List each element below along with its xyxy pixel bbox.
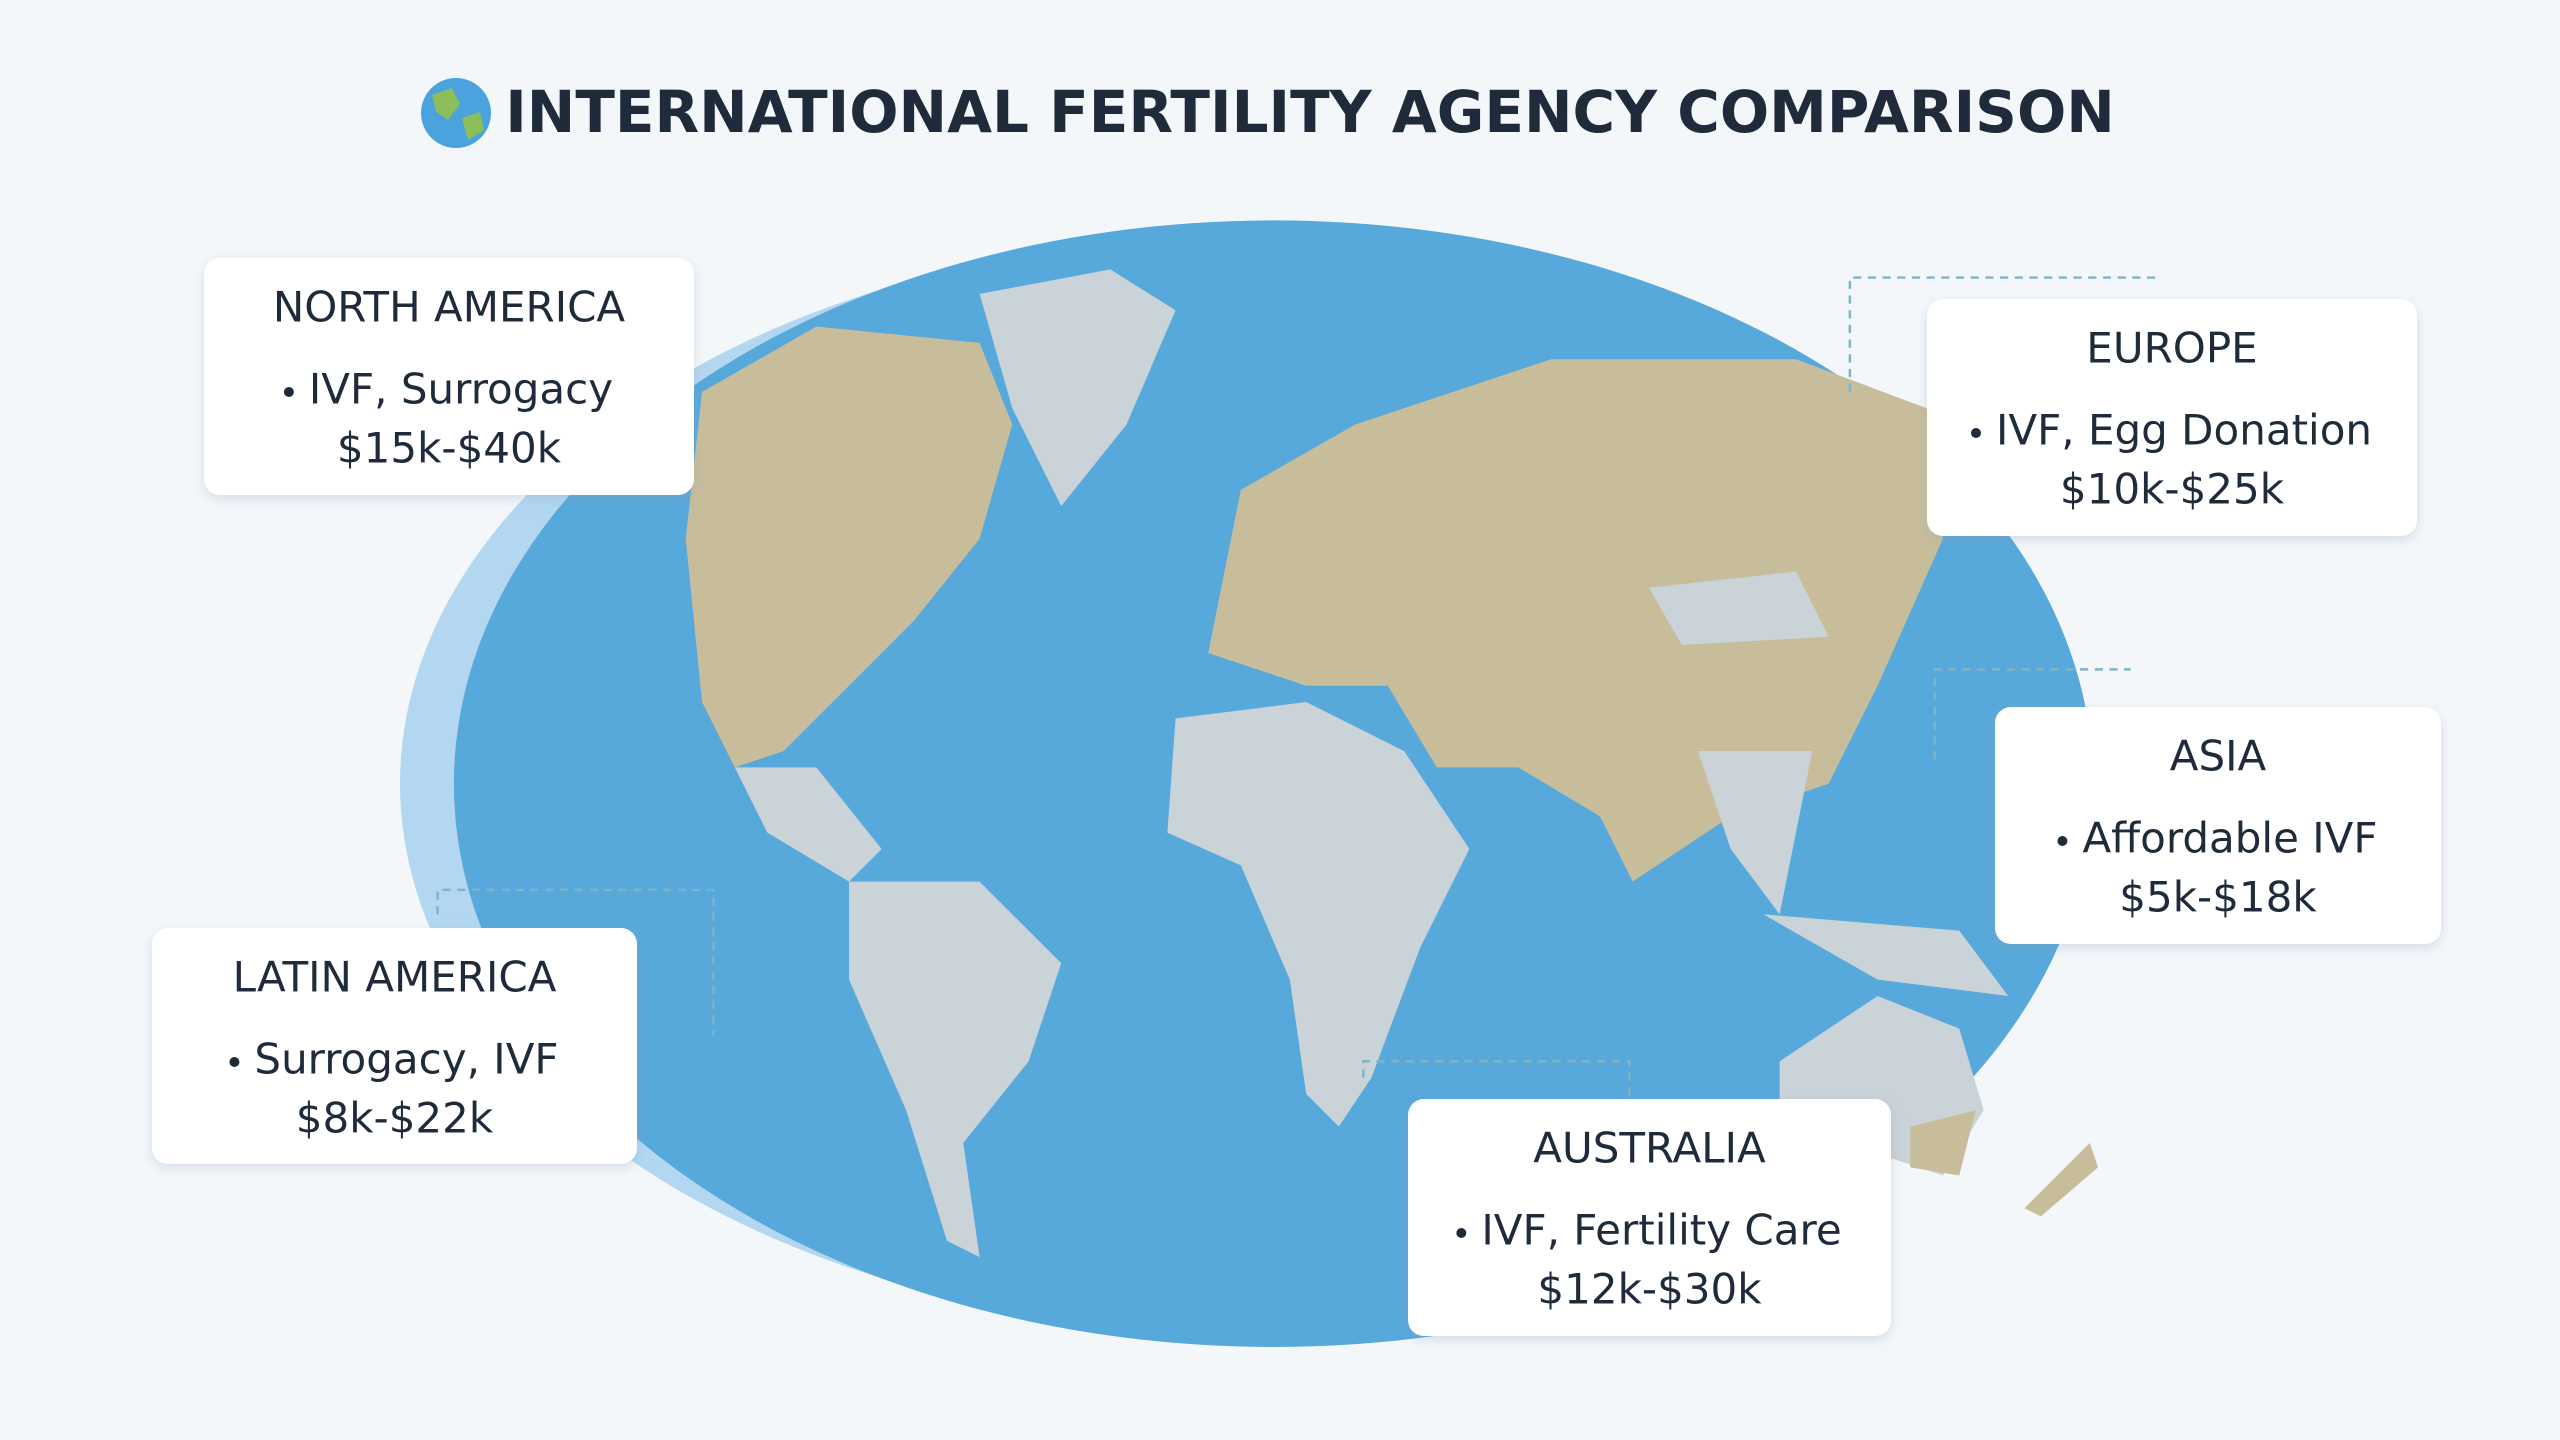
region-name: NORTH AMERICA [273,283,626,332]
region-services: IVF, Egg Donation [1996,406,2372,455]
page-title: INTERNATIONAL FERTILITY AGENCY COMPARISO… [505,78,2115,146]
region-name: AUSTRALIA [1533,1124,1766,1173]
region-services: Affordable IVF [2082,814,2377,863]
region-price: $12k-$30k [1537,1265,1762,1314]
region-price: $8k-$22k [296,1094,494,1143]
africa [1167,702,1470,1127]
region-services: Surrogacy, IVF [254,1035,558,1084]
region-name: EUROPE [2086,324,2257,373]
region-card [204,258,694,495]
region-card [1408,1099,1891,1336]
world-map [400,220,2156,1347]
region-cards: NORTH AMERICA IVF, Surrogacy $15k-$40k EURO… [152,258,2441,1336]
region-card [152,928,637,1164]
region-card [1927,299,2417,536]
bullet [2057,836,2068,846]
greenland [979,269,1176,507]
bullet [1970,428,1981,438]
central-america [734,767,882,882]
region-services: IVF, Surrogacy [309,365,613,414]
region-price: $5k-$18k [2119,873,2317,922]
title-icon [421,78,491,148]
region-price: $10k-$25k [2060,465,2285,514]
bullet [1456,1228,1467,1238]
north-america [685,326,1013,768]
region-services: IVF, Fertility Care [1481,1206,1841,1255]
south-america [849,881,1062,1258]
region-name: ASIA [2170,732,2267,781]
region-price: $15k-$40k [337,424,562,473]
region-card [1995,707,2441,944]
connector [1933,668,2131,760]
connector [1362,1060,1631,1103]
southeast-asia [1698,751,1813,915]
bullet [283,387,294,397]
region-name: LATIN AMERICA [233,953,557,1002]
new-zealand [2024,1142,2099,1217]
australia-east [1910,1110,1976,1176]
bullet [229,1057,240,1067]
connector [436,888,715,1037]
indonesia [1763,914,2009,996]
mongolia [1649,571,1829,645]
